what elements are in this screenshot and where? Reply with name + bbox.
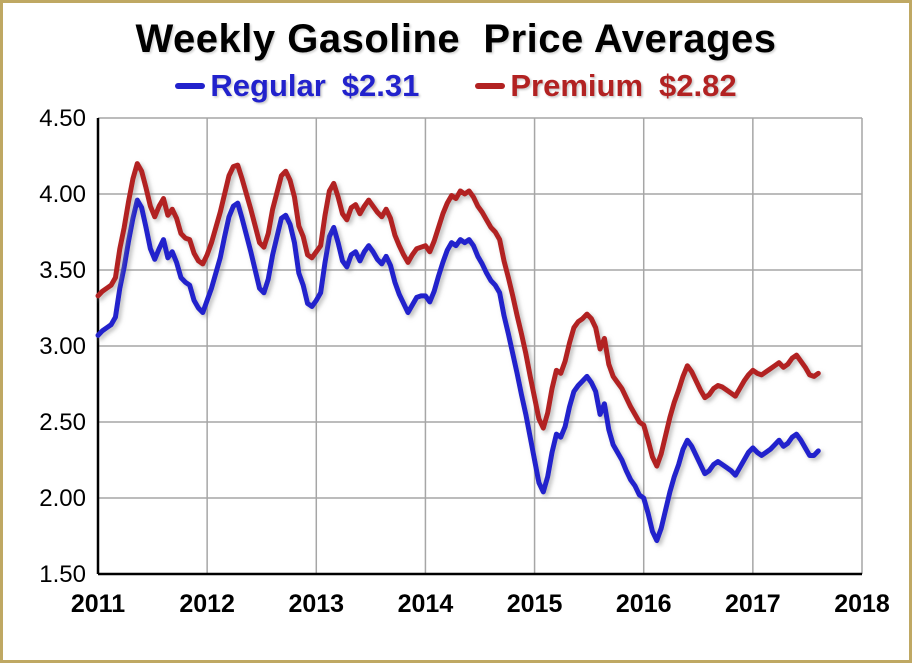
svg-text:4.50: 4.50 xyxy=(39,106,86,132)
svg-text:2011: 2011 xyxy=(71,590,125,618)
svg-text:2015: 2015 xyxy=(507,590,563,618)
svg-text:3.50: 3.50 xyxy=(39,257,86,284)
svg-text:2.00: 2.00 xyxy=(39,485,86,512)
svg-text:2018: 2018 xyxy=(834,590,890,618)
legend: Regular $2.31 Premium $2.82 xyxy=(3,68,909,104)
legend-item-premium: Premium $2.82 xyxy=(475,68,737,104)
svg-text:2012: 2012 xyxy=(179,590,235,618)
chart-title: Weekly Gasoline Price Averages xyxy=(135,17,777,61)
series-layer xyxy=(95,161,821,544)
legend-item-regular: Regular $2.31 xyxy=(175,68,419,104)
svg-text:2017: 2017 xyxy=(725,590,781,618)
svg-text:2013: 2013 xyxy=(288,590,344,618)
svg-text:3.00: 3.00 xyxy=(39,333,86,360)
svg-text:2.50: 2.50 xyxy=(39,409,86,436)
axis-layer xyxy=(96,118,862,576)
grid-layer xyxy=(97,117,863,575)
tick-label-layer: 1.50 2.00 2.50 3.00 3.50 4.00 4.50 2011 2012 2013… xyxy=(39,106,890,618)
svg-text:2014: 2014 xyxy=(398,590,454,618)
legend-label-regular: Regular xyxy=(210,68,326,103)
svg-text:1.50: 1.50 xyxy=(39,561,86,588)
premium-line-swatch xyxy=(475,83,506,89)
legend-value-premium: $2.82 xyxy=(659,68,737,103)
legend-value-regular: $2.31 xyxy=(341,68,420,103)
svg-text:4.00: 4.00 xyxy=(39,181,86,208)
regular-line-swatch xyxy=(175,83,206,89)
svg-text:2016: 2016 xyxy=(616,590,672,618)
price-chart: 1.50 2.00 2.50 3.00 3.50 4.00 4.50 2011 2012 2013… xyxy=(39,106,890,618)
legend-label-premium: Premium xyxy=(510,68,644,103)
